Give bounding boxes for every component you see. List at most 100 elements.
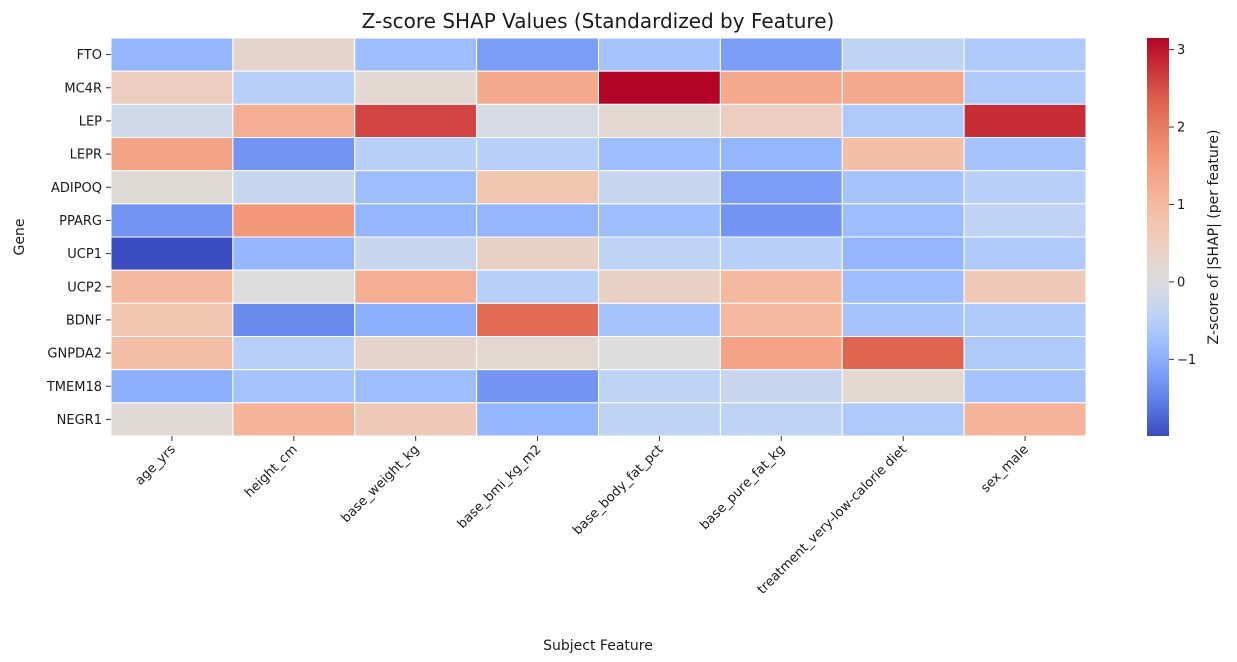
heatmap-cell xyxy=(354,103,478,139)
heatmap-cell xyxy=(841,70,965,105)
heatmap-cell xyxy=(232,137,356,172)
heatmap-cell xyxy=(232,269,356,304)
row-tick-label: BDNF xyxy=(66,313,102,328)
heatmap-cell xyxy=(841,369,965,404)
heatmap-cell xyxy=(841,402,965,437)
colorbar-tick-label: −1 xyxy=(1177,353,1196,368)
heatmap-cell xyxy=(110,103,234,139)
heatmap-cell xyxy=(232,70,356,105)
heatmap-cell xyxy=(963,70,1087,105)
heatmap-cell xyxy=(598,336,721,371)
heatmap-cell xyxy=(476,103,599,139)
row-tick-label: UCP2 xyxy=(67,280,102,295)
colorbar-tick-label: 3 xyxy=(1177,43,1185,58)
heatmap-cell xyxy=(354,402,478,437)
row-tick-label: NEGR1 xyxy=(57,413,102,428)
heatmap-cell xyxy=(476,269,599,304)
heatmap-cell xyxy=(841,269,965,304)
heatmap-cell xyxy=(354,236,478,271)
heatmap-cell xyxy=(476,70,599,105)
column-tick-label: age_yrs xyxy=(132,442,178,488)
heatmap-cell xyxy=(476,402,599,437)
heatmap-cell xyxy=(232,236,356,271)
row-tick-label: PPARG xyxy=(59,214,102,229)
heatmap-cell xyxy=(719,336,843,371)
heatmap-cell xyxy=(598,236,721,271)
heatmap-cell xyxy=(232,203,356,238)
column-tick-label: height_cm xyxy=(242,442,301,501)
heatmap-cell xyxy=(598,269,721,304)
column-tick-label: base_bmi_kg_m2 xyxy=(455,442,545,532)
heatmap-cell xyxy=(110,402,234,437)
heatmap-cell xyxy=(963,302,1087,338)
heatmap-cell xyxy=(476,37,599,72)
heatmap-cell xyxy=(110,336,234,371)
row-tick-label: LEPR xyxy=(70,148,102,163)
heatmap-cell xyxy=(110,236,234,271)
heatmap-cell xyxy=(841,302,965,338)
column-tick-labels: age_yrs height_cm base_weight_kg base_bmi_k… xyxy=(132,436,1032,597)
heatmap-cell xyxy=(476,302,599,338)
heatmap-cell xyxy=(110,369,234,404)
heatmap-cell xyxy=(354,37,478,72)
heatmap-cell xyxy=(963,336,1087,371)
heatmap-cell xyxy=(232,170,356,205)
heatmap-cell xyxy=(232,103,356,139)
heatmap-cell xyxy=(598,170,721,205)
heatmap-cell xyxy=(841,170,965,205)
row-tick-labels: FTO MC4R LEP LEPR ADIPOQ PPARG UCP1 UCP2 BDNF GNP… xyxy=(46,48,111,428)
column-tick-label: base_weight_kg xyxy=(339,442,423,526)
heatmap-cell xyxy=(963,236,1087,271)
colorbar-tick-label: 2 xyxy=(1177,121,1185,136)
colorbar-label: Z-score of |SHAP| (per feature) xyxy=(1206,130,1222,345)
heatmap-cell xyxy=(841,336,965,371)
heatmap-cell xyxy=(232,37,356,72)
column-tick-label: base_pure_fat_kg xyxy=(697,442,788,533)
heatmap-cell xyxy=(719,402,843,437)
heatmap-cell xyxy=(354,70,478,105)
heatmap-cell xyxy=(232,302,356,338)
heatmap-cell xyxy=(598,70,721,105)
row-tick-label: MC4R xyxy=(64,81,102,96)
heatmap-cell xyxy=(110,70,234,105)
row-tick-label: GNPDA2 xyxy=(47,347,102,362)
heatmap-cell xyxy=(232,336,356,371)
heatmap-cell xyxy=(963,269,1087,304)
heatmap-cell xyxy=(719,170,843,205)
heatmap-cell xyxy=(963,170,1087,205)
heatmap-cell xyxy=(110,170,234,205)
heatmap-cell xyxy=(476,236,599,271)
heatmap-cell xyxy=(110,137,234,172)
column-tick-label: base_body_fat_pct xyxy=(570,442,666,538)
heatmap-cell xyxy=(841,103,965,139)
colorbar-tick-label: 0 xyxy=(1177,275,1185,290)
colorbar-ticks: −1 0 1 2 3 xyxy=(1169,43,1196,368)
chart-title: Z-score SHAP Values (Standardized by Fea… xyxy=(362,9,835,33)
x-axis-label: Subject Feature xyxy=(543,638,653,654)
heatmap-cell xyxy=(354,170,478,205)
column-tick-label: sex_male xyxy=(978,442,1032,496)
heatmap-cell xyxy=(598,302,721,338)
heatmap-cell xyxy=(719,369,843,404)
heatmap-cell xyxy=(719,70,843,105)
heatmap-cell xyxy=(963,369,1087,404)
heatmap-cell xyxy=(841,203,965,238)
heatmap-cell xyxy=(719,203,843,238)
heatmap-cell xyxy=(476,137,599,172)
heatmap-cell xyxy=(354,336,478,371)
heatmap-cell xyxy=(110,269,234,304)
heatmap-cell xyxy=(598,203,721,238)
heatmap-cell xyxy=(719,103,843,139)
heatmap-cell xyxy=(719,302,843,338)
heatmap-cell xyxy=(354,302,478,338)
heatmap-cell xyxy=(110,37,234,72)
heatmap-cell xyxy=(598,369,721,404)
row-tick-label: LEP xyxy=(79,114,102,129)
heatmap-cell xyxy=(719,269,843,304)
heatmap-cell xyxy=(110,302,234,338)
heatmap-cell xyxy=(476,170,599,205)
heatmap-cell xyxy=(598,37,721,72)
colorbar xyxy=(1147,38,1169,436)
heatmap-cell xyxy=(963,402,1087,437)
